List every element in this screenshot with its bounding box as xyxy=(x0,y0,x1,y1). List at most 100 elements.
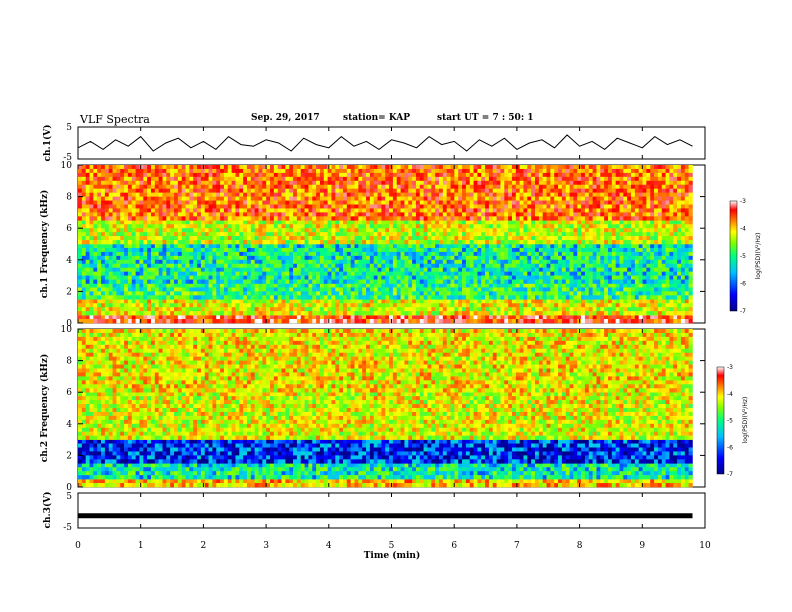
spectrogram-cell xyxy=(661,259,666,265)
spectrogram-cell xyxy=(515,232,520,237)
spectrogram-cell xyxy=(477,244,482,249)
spectrogram-cell xyxy=(131,267,136,272)
chart-date: Sep. 29, 2017 xyxy=(251,113,320,123)
spectrogram-cell xyxy=(427,279,432,284)
spectrogram-cell xyxy=(481,295,486,300)
spectrogram-cell xyxy=(189,247,194,253)
spectrogram-cell xyxy=(93,295,98,300)
spectrogram-cell xyxy=(281,267,286,272)
spectrogram-cell xyxy=(677,267,682,272)
spectrogram-cell xyxy=(458,244,463,249)
spectrogram-cell xyxy=(369,224,375,229)
spectrogram-cell xyxy=(569,275,574,280)
spectrogram-cell xyxy=(627,172,632,178)
spectrogram-cell xyxy=(592,251,597,257)
spectrogram-cell xyxy=(481,172,486,178)
spectrogram-cell xyxy=(335,315,340,320)
spectrogram-cell xyxy=(250,267,255,272)
spectrogram-cell xyxy=(369,307,375,312)
spectrogram-cell xyxy=(139,279,144,284)
spectrogram-cell xyxy=(362,176,367,182)
spectrogram-cell xyxy=(127,263,133,268)
spectrogram-cell xyxy=(638,236,643,241)
spectrogram-cell xyxy=(604,259,609,265)
spectrogram-cell xyxy=(281,255,286,261)
spectrogram-cell xyxy=(462,228,467,233)
spectrogram-cell xyxy=(177,311,182,316)
spectrogram-cell xyxy=(116,240,121,245)
spectrogram-cell xyxy=(162,184,167,189)
spectrogram-cell xyxy=(185,251,190,257)
spectrogram-cell xyxy=(404,180,409,186)
spectrogram-cell xyxy=(212,180,217,186)
spectrogram-cell xyxy=(243,271,248,276)
spectrogram-cell xyxy=(688,232,693,237)
spectrogram-cell xyxy=(354,271,359,276)
spectrogram-cell xyxy=(150,259,156,265)
spectrogram-cell xyxy=(120,311,125,316)
spectrogram-cell xyxy=(143,251,148,257)
spectrogram-cell xyxy=(442,267,447,272)
spectrogram-cell xyxy=(101,319,106,324)
spectrogram-cell xyxy=(481,240,486,245)
spectrogram-cell xyxy=(577,275,582,280)
spectrogram-cell xyxy=(323,291,328,296)
spectrogram-cell xyxy=(684,263,689,268)
spectrogram-cell xyxy=(469,228,474,233)
spectrogram-cell xyxy=(492,311,497,316)
spectrogram-cell xyxy=(204,275,209,280)
spectrogram-cell xyxy=(377,315,382,320)
spectrogram-cell xyxy=(423,263,428,268)
spectrogram-cell xyxy=(127,287,133,292)
spectrogram-cell xyxy=(243,259,248,265)
spectrogram-cell xyxy=(208,315,213,320)
spectrogram-cell xyxy=(89,299,94,304)
spectrogram-cell xyxy=(185,307,190,312)
spectrogram-cell xyxy=(177,291,182,296)
spectrogram-cell xyxy=(469,275,474,280)
spectrogram-cell xyxy=(235,295,240,300)
spectrogram-cell xyxy=(335,240,340,245)
spectrogram-cell xyxy=(688,299,693,304)
spectrogram-cell xyxy=(446,232,451,237)
spectrogram-cell xyxy=(488,279,494,284)
spectrogram-cell xyxy=(515,172,520,178)
spectrogram-cell xyxy=(239,251,244,257)
spectrogram-cell xyxy=(243,236,248,241)
spectrogram-cell xyxy=(404,244,409,249)
spectrogram-cell xyxy=(373,259,378,265)
spectrogram-cell xyxy=(354,251,359,257)
spectrogram-cell xyxy=(496,303,501,308)
spectrogram-cell xyxy=(669,232,674,237)
spectrogram-cell xyxy=(243,267,248,272)
spectrogram-cell xyxy=(81,228,86,233)
spectrogram-cell xyxy=(462,283,467,288)
spectrogram-cell xyxy=(404,259,409,265)
spectrogram-cell xyxy=(342,311,348,316)
spectrogram-cell xyxy=(212,228,217,233)
spectrogram-cell xyxy=(527,283,532,288)
spectrogram-cell xyxy=(158,247,163,253)
spectrogram-cell xyxy=(273,247,278,253)
spectrogram-cell xyxy=(212,275,217,280)
spectrogram-cell xyxy=(308,291,313,296)
spectrogram-cell xyxy=(189,303,194,308)
spectrogram-cell xyxy=(108,172,113,178)
spectrogram-cell xyxy=(350,247,355,253)
spectrogram-cell xyxy=(684,311,689,316)
spectrogram-cell xyxy=(446,240,451,245)
spectrogram-cell xyxy=(258,295,263,300)
spectrogram-cell xyxy=(362,263,367,268)
spectrogram-cell xyxy=(78,240,83,245)
spectrogram-cell xyxy=(550,236,555,241)
spectrogram-cell xyxy=(120,184,125,189)
spectrogram-cell xyxy=(293,319,298,324)
spectrogram-cell xyxy=(508,271,513,276)
spectrogram-cell xyxy=(431,168,436,174)
spectrogram-cell xyxy=(127,228,133,233)
spectrogram-cell xyxy=(304,271,309,276)
spectrogram-cell xyxy=(592,168,597,174)
spectrogram-cell xyxy=(654,283,659,288)
spectrogram-cell xyxy=(112,303,117,308)
spectrogram-cell xyxy=(270,180,275,186)
